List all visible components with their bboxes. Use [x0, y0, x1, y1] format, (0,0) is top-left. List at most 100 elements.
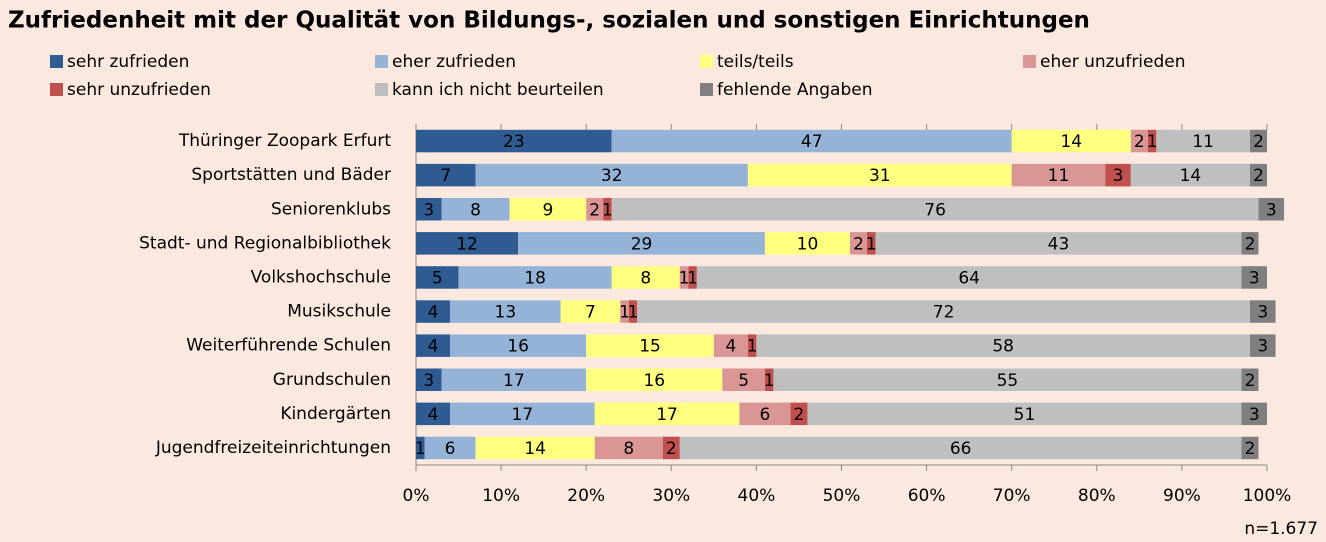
y-tick-label: Sportstätten und Bäder: [191, 165, 391, 185]
data-label: 14: [524, 439, 546, 459]
bar-segment: [867, 232, 876, 255]
legend-swatch: [700, 83, 713, 96]
bar-segment: [416, 163, 476, 187]
bar-segment: [1011, 129, 1131, 153]
data-label: 1: [747, 337, 758, 357]
bar-segment: [416, 334, 451, 357]
bar-segment: [424, 436, 476, 460]
bar-segment: [518, 232, 765, 255]
data-label: 58: [992, 337, 1014, 357]
data-label: 76: [924, 200, 946, 220]
data-label: 2: [794, 405, 805, 425]
bar-segment: [611, 129, 1012, 153]
bar-segment: [620, 300, 629, 323]
x-tick-label: 10%: [482, 486, 520, 506]
x-tick-label: 50%: [823, 486, 861, 506]
bar-segment: [1241, 368, 1259, 392]
bar-segment: [1249, 129, 1267, 153]
chart-title: Zufriedenheit mit der Qualität von Bildu…: [8, 8, 1090, 34]
data-label: 6: [445, 439, 456, 459]
x-tick-label: 100%: [1243, 486, 1292, 506]
y-tick-label: Jugendfreizeiteinrichtungen: [155, 438, 391, 458]
legend-swatch: [375, 83, 388, 96]
bar-segment: [416, 300, 451, 323]
legend-swatch: [375, 55, 388, 68]
bar-segment: [1249, 334, 1276, 357]
bar-segment: [807, 402, 1242, 426]
data-label: 2: [589, 200, 600, 220]
bar-segment: [586, 334, 714, 357]
data-label: 3: [1249, 405, 1260, 425]
bar-segment: [1241, 266, 1267, 289]
bar-segment: [603, 197, 612, 221]
data-label: 1: [1147, 132, 1158, 152]
bar-segment: [679, 266, 689, 289]
data-label: 14: [1060, 132, 1082, 152]
bar-segment: [679, 436, 1242, 460]
bar-segment: [628, 300, 638, 323]
data-label: 1: [866, 234, 877, 254]
bar-segment: [722, 368, 765, 392]
bar-segment: [416, 129, 612, 153]
bar-segment: [1156, 129, 1250, 153]
data-label: 2: [1253, 166, 1264, 186]
data-label: 8: [623, 439, 634, 459]
bar-segment: [739, 402, 791, 426]
x-tick-label: 90%: [1163, 486, 1201, 506]
data-label: 2: [666, 439, 677, 459]
x-tick-label: 80%: [1078, 486, 1116, 506]
data-label: 12: [456, 234, 478, 254]
x-tick-label: 0%: [403, 486, 430, 506]
data-label: 3: [1113, 166, 1124, 186]
legend-label: kann ich nicht beurteilen: [392, 80, 604, 100]
legend-swatch: [1023, 55, 1036, 68]
bar-segment: [764, 368, 774, 392]
x-tick-label: 60%: [908, 486, 946, 506]
data-label: 2: [1253, 132, 1264, 152]
data-label: 5: [432, 268, 443, 288]
bar-segment: [1249, 163, 1267, 187]
bar-segment: [594, 402, 740, 426]
bar-segment: [475, 163, 748, 187]
bar-segment: [1249, 300, 1276, 323]
bar-segment: [713, 334, 748, 357]
data-label: 66: [950, 439, 972, 459]
bar-segment: [1011, 163, 1106, 187]
data-label: 1: [687, 268, 698, 288]
data-label: 2: [1245, 371, 1256, 391]
sample-note: n=1.677: [1244, 519, 1318, 539]
y-tick-label: Stadt- und Regionalbibliothek: [139, 233, 391, 253]
data-label: 1: [415, 439, 426, 459]
data-label: 5: [738, 371, 749, 391]
bar-segment: [850, 232, 868, 255]
data-label: 7: [585, 303, 596, 323]
bar-segment: [450, 334, 587, 357]
data-label: 3: [423, 371, 434, 391]
data-label: 11: [1192, 132, 1214, 152]
data-label: 7: [440, 166, 451, 186]
legend-label: eher unzufrieden: [1040, 52, 1186, 72]
data-label: 3: [423, 200, 434, 220]
bar-segment: [790, 402, 808, 426]
bar-segment: [1105, 163, 1131, 187]
data-label: 3: [1257, 303, 1268, 323]
bar-segment: [747, 163, 1012, 187]
bar-segment: [875, 232, 1242, 255]
data-label: 64: [958, 268, 980, 288]
bar-segment: [696, 266, 1242, 289]
bar-segment: [764, 232, 851, 255]
data-label: 11: [1048, 166, 1070, 186]
data-label: 4: [428, 303, 439, 323]
data-label: 2: [1134, 132, 1145, 152]
bar-segment: [441, 368, 587, 392]
data-label: 13: [495, 303, 517, 323]
bar-segment: [450, 300, 561, 323]
y-tick-label: Volkshochschule: [251, 267, 391, 287]
data-label: 17: [512, 405, 534, 425]
legend-label: eher zufrieden: [392, 52, 516, 72]
bar-segment: [450, 402, 595, 426]
data-label: 17: [503, 371, 525, 391]
y-tick-label: Weiterführende Schulen: [186, 336, 391, 356]
data-label: 15: [639, 337, 661, 357]
